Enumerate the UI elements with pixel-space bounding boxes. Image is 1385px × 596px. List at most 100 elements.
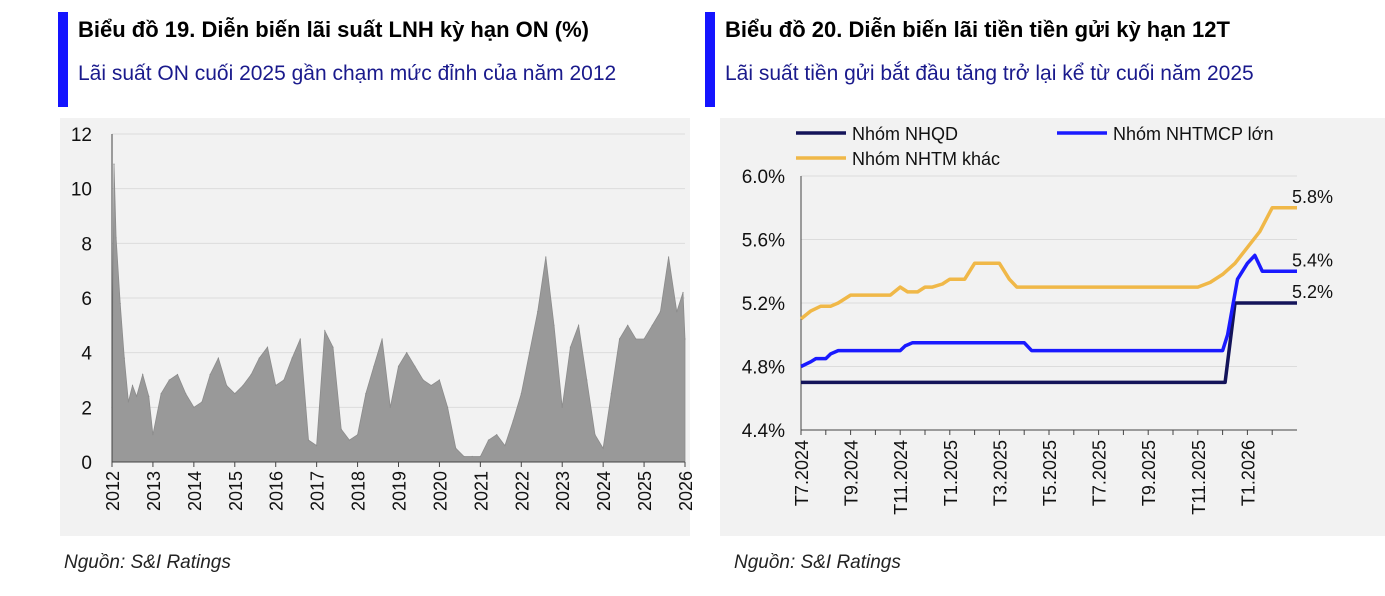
y-tick-label: 5.6%	[742, 231, 785, 252]
data-point	[348, 439, 350, 441]
data-point	[119, 302, 121, 305]
x-tick-label: 2026	[676, 471, 696, 511]
data-point	[487, 439, 490, 441]
data-point	[553, 324, 555, 326]
data-point	[627, 324, 629, 326]
data-point	[340, 428, 342, 430]
data-point	[160, 393, 162, 395]
chart-subtitle: Lãi suất ON cuối 2025 gần chạm mức đỉnh …	[78, 62, 617, 85]
end-value-label: 5.2%	[1292, 282, 1333, 302]
x-tick-label: 2014	[185, 471, 205, 511]
data-point	[201, 401, 203, 403]
x-tick-label: 2017	[308, 471, 328, 511]
data-point	[381, 338, 383, 340]
chart-panel-on-rate: Biểu đồ 19. Diễn biến lãi suất LNH kỳ hạ…	[0, 0, 696, 596]
y-tick-label: 8	[81, 234, 92, 255]
data-point	[455, 447, 457, 449]
data-point	[307, 439, 310, 441]
x-tick-label: 2015	[226, 471, 246, 511]
data-point	[148, 395, 150, 397]
data-point	[283, 379, 285, 381]
data-point	[684, 338, 686, 340]
x-tick-label: 2022	[512, 471, 532, 511]
data-point	[406, 352, 408, 354]
data-point	[447, 406, 449, 408]
on-rate-area-chart: 0 2 4 6 8 10 12 2012 2013 2014 2015 2016 2017 2018 201…	[60, 118, 696, 536]
data-point	[373, 365, 375, 367]
data-point	[365, 393, 367, 395]
x-tick-label: 2020	[430, 471, 450, 511]
data-point	[324, 330, 326, 332]
x-tick-label: T9.2025	[1139, 440, 1159, 506]
data-point	[422, 379, 424, 381]
legend-label: Nhóm NHTMCP lớn	[1113, 124, 1274, 144]
chart-title: Biểu đồ 19. Diễn biến lãi suất LNH kỳ hạ…	[78, 17, 589, 42]
data-point	[217, 357, 219, 359]
series-line	[801, 301, 1297, 385]
data-point	[397, 365, 400, 367]
x-tick-label: 2016	[267, 471, 287, 511]
x-tick-label: 2012	[103, 471, 123, 511]
data-point	[176, 373, 179, 376]
data-point	[618, 338, 621, 340]
y-tick-label: 4.8%	[742, 358, 785, 379]
legend-label: Nhóm NHQD	[852, 124, 958, 144]
end-value-label: 5.8%	[1292, 187, 1333, 207]
y-tick-label: 10	[71, 180, 92, 201]
x-tick-label: 2013	[144, 471, 164, 511]
data-point	[127, 401, 129, 403]
data-point	[152, 434, 154, 436]
data-point	[123, 357, 125, 359]
data-point	[332, 346, 334, 348]
y-tick-label: 0	[81, 453, 92, 474]
chart-panel-deposit-rate: Biểu đồ 20. Diễn biến lãi tiền tiền gửi …	[700, 0, 1385, 596]
data-point	[242, 384, 244, 387]
data-point	[316, 445, 318, 447]
series-line	[799, 206, 1297, 321]
data-point	[357, 434, 359, 436]
data-point	[258, 357, 260, 359]
x-tick-label: T7.2025	[1090, 440, 1110, 506]
data-point	[193, 406, 195, 408]
data-point	[185, 393, 187, 395]
on-rate-area	[111, 164, 686, 463]
data-point	[594, 434, 596, 436]
data-point	[226, 384, 228, 387]
data-point	[136, 395, 138, 397]
deposit-rate-line-chart: 4.4% 4.8% 5.2% 5.6% 6.0% T7.2024 T9.2024 T11.20…	[720, 118, 1385, 536]
title-accent-bar	[705, 12, 715, 107]
data-point	[602, 447, 604, 449]
data-point	[291, 357, 293, 359]
data-point	[209, 373, 211, 376]
y-tick-label: 6	[81, 289, 92, 310]
chart-title: Biểu đồ 20. Diễn biến lãi tiền tiền gửi …	[725, 17, 1230, 42]
data-point	[250, 373, 252, 376]
plot-background	[60, 118, 690, 536]
x-tick-label: 2021	[471, 471, 491, 511]
data-point	[512, 420, 514, 422]
data-point	[520, 393, 522, 395]
x-tick-label: T7.2024	[792, 440, 812, 506]
x-tick-label: T1.2025	[941, 440, 961, 506]
x-tick-label: T5.2025	[1040, 440, 1060, 506]
y-tick-label: 4.4%	[742, 421, 785, 442]
x-tick-label: T11.2025	[1189, 440, 1209, 515]
x-tick-label: 2025	[635, 471, 655, 511]
x-tick-label: 2019	[390, 471, 410, 511]
y-tick-label: 6.0%	[742, 167, 785, 188]
series-line	[800, 253, 1297, 369]
x-tick-label: T3.2025	[990, 440, 1010, 506]
data-point	[168, 379, 170, 381]
plot-background	[720, 118, 1385, 536]
chart-subtitle: Lãi suất tiền gửi bắt đầu tăng trở lại k…	[725, 62, 1254, 85]
data-point	[504, 445, 506, 447]
end-value-label: 5.4%	[1292, 250, 1333, 270]
legend-label: Nhóm NHTM khác	[852, 149, 1000, 169]
data-point	[528, 352, 531, 354]
data-point	[113, 163, 115, 165]
data-point	[234, 393, 236, 395]
title-accent-bar	[58, 12, 68, 107]
data-point	[676, 311, 678, 313]
data-point	[610, 393, 612, 395]
data-point	[463, 455, 465, 458]
